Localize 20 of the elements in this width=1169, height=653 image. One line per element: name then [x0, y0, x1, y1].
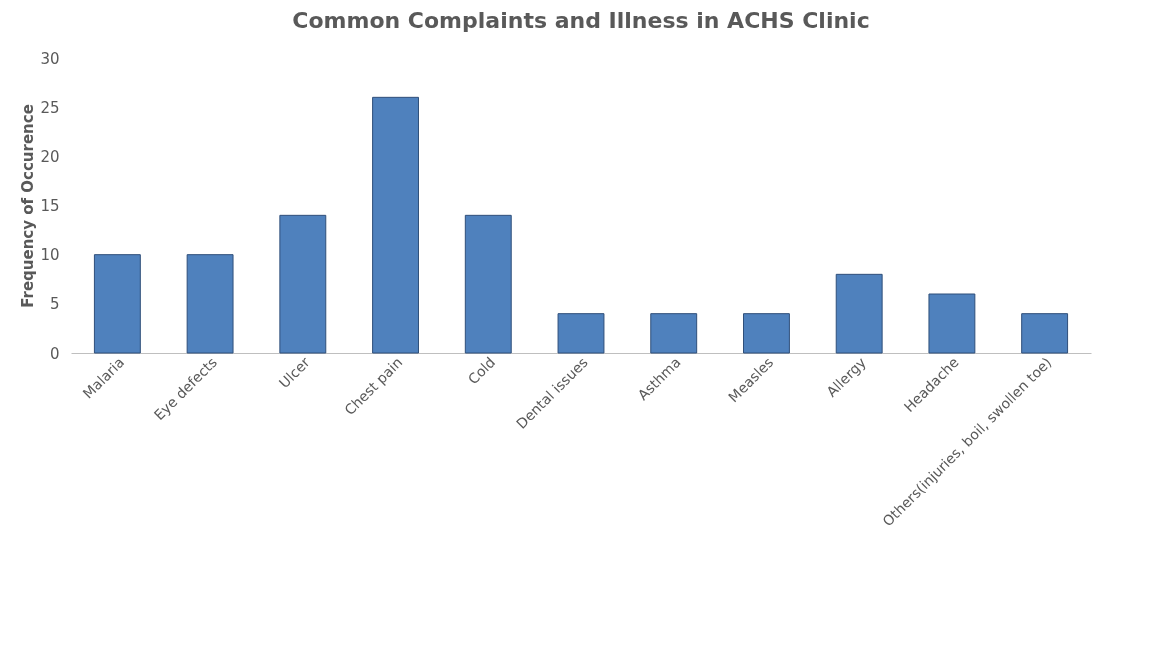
bar	[743, 313, 790, 354]
y-tick-label: 15	[40, 197, 60, 215]
bar	[928, 293, 976, 354]
bar	[372, 96, 419, 354]
y-tick-label: 5	[49, 295, 60, 314]
bar	[1021, 313, 1069, 354]
bar	[835, 273, 883, 354]
bar	[93, 254, 141, 354]
y-tick-label: 0	[49, 344, 60, 363]
y-axis-title: Frequency of Occurence	[19, 104, 38, 308]
bar	[464, 214, 512, 354]
chart-title: Common Complaints and Illness in ACHS Clinic	[292, 8, 870, 33]
bar	[557, 313, 605, 354]
y-tick-label: 20	[40, 147, 60, 166]
bar	[186, 254, 234, 354]
bar	[650, 313, 698, 354]
y-tick-label: 30	[40, 49, 60, 68]
bar	[279, 214, 327, 354]
y-tick-label: 10	[40, 246, 60, 265]
y-tick-label: 25	[40, 98, 60, 117]
